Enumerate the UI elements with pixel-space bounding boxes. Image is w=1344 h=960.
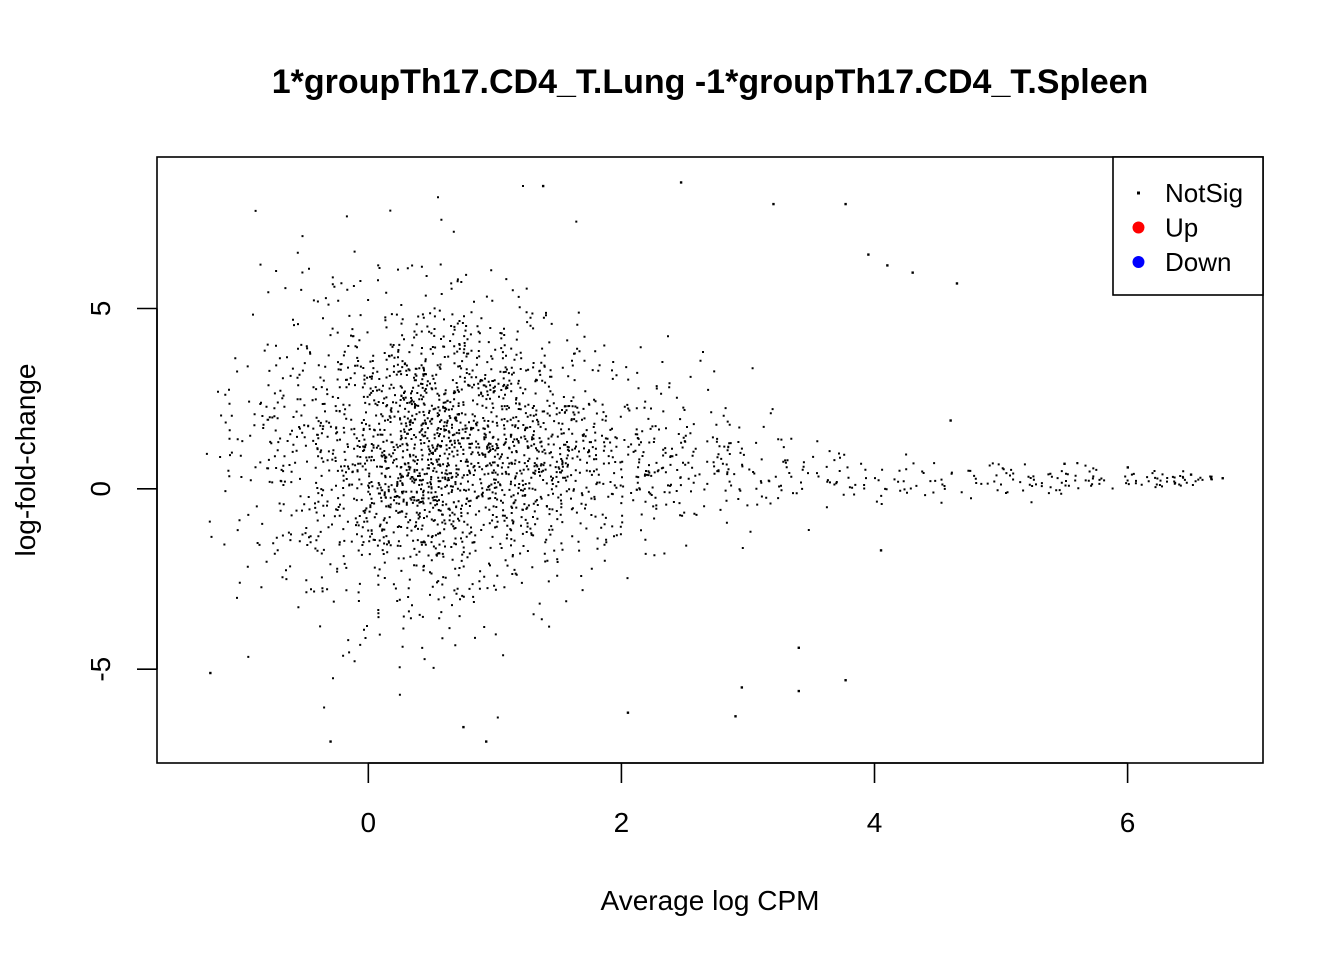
data-point — [772, 202, 775, 206]
data-point — [626, 711, 630, 714]
legend-label: Up — [1165, 213, 1198, 243]
data-point — [740, 686, 744, 689]
y-axis-label: log-fold-change — [10, 363, 41, 556]
legend-marker — [1137, 191, 1140, 195]
x-tick-label: 6 — [1120, 807, 1136, 838]
data-point — [541, 184, 545, 188]
legend: NotSig Up Down — [1112, 156, 1264, 296]
data-point — [1189, 473, 1193, 476]
legend-label: NotSig — [1165, 178, 1243, 208]
data-point — [886, 264, 889, 267]
legend-marker — [1132, 221, 1145, 234]
x-tick-label: 0 — [361, 807, 377, 838]
data-point — [734, 715, 737, 718]
data-point — [329, 740, 332, 743]
data-point — [844, 679, 847, 682]
data-point — [879, 549, 883, 552]
data-point — [797, 646, 800, 649]
data-point — [955, 282, 959, 285]
data-point — [1063, 462, 1066, 466]
y-tick-label: -5 — [85, 657, 116, 682]
x-tick-label: 4 — [867, 807, 883, 838]
plot-frame — [156, 156, 1264, 764]
data-point — [679, 181, 683, 184]
data-point — [911, 271, 914, 274]
data-point — [485, 740, 488, 743]
chart-title: 1*groupTh17.CD4_T.Lung -1*groupTh17.CD4_… — [272, 63, 1149, 101]
y-tick-label: 5 — [85, 301, 116, 317]
data-point — [797, 689, 800, 693]
x-tick-label: 2 — [614, 807, 630, 838]
data-point — [949, 419, 952, 422]
y-axis: -5 0 5 — [85, 301, 158, 682]
data-point — [844, 202, 847, 206]
data-point — [209, 671, 212, 675]
data-point — [1221, 477, 1224, 480]
notsig-point-cloud — [205, 185, 1213, 719]
data-point — [867, 253, 870, 256]
y-tick-label: 0 — [85, 481, 116, 497]
data-points — [205, 181, 1224, 743]
data-point — [1126, 466, 1129, 469]
x-axis-label: Average log CPM — [601, 885, 820, 916]
x-axis: 0 2 4 6 — [361, 762, 1136, 838]
legend-label: Down — [1165, 247, 1231, 277]
data-point — [462, 725, 465, 729]
legend-marker — [1132, 256, 1145, 268]
